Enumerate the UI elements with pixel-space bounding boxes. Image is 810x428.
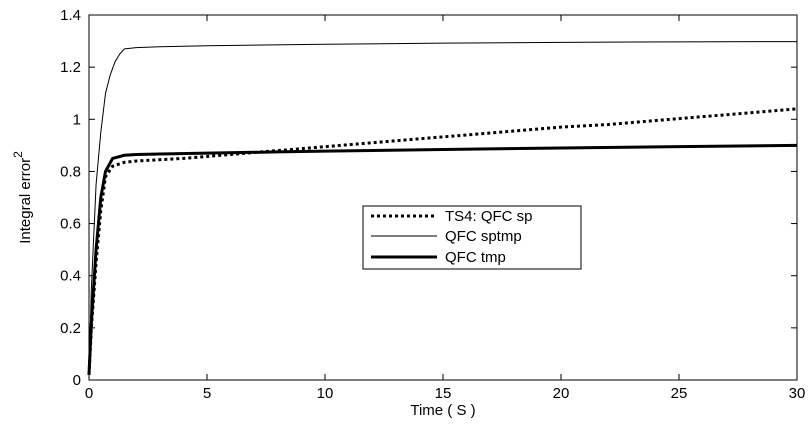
y-tick-label: 1: [73, 111, 81, 128]
y-axis-label-main: Integral error: [17, 158, 34, 244]
x-tick-label: 10: [317, 385, 334, 402]
y-tick-label: 0.8: [60, 163, 81, 180]
x-tick-label: 30: [789, 385, 806, 402]
legend-label-ts4-qfc-sp: TS4: QFC sp: [445, 208, 533, 225]
plot-frame: [89, 15, 797, 380]
legend-label-qfc-sptmp: QFC sptmp: [445, 228, 522, 245]
y-tick-label: 1.4: [60, 7, 81, 24]
y-axis-label-superscript: 2: [11, 151, 25, 158]
x-tick-label: 15: [435, 385, 452, 402]
y-tick-label: 0.2: [60, 320, 81, 337]
x-tick-label: 5: [203, 385, 211, 402]
x-tick-label: 0: [85, 385, 93, 402]
x-tick-label: 20: [553, 385, 570, 402]
y-axis-label: Integral error2: [11, 151, 34, 244]
x-tick-label: 25: [671, 385, 688, 402]
y-tick-label: 1.2: [60, 59, 81, 76]
y-tick-label: 0.6: [60, 216, 81, 233]
x-axis-label: Time ( S ): [410, 402, 475, 419]
y-tick-label: 0: [73, 372, 81, 389]
y-axis-label-group: Integral error2: [11, 151, 34, 244]
legend: TS4: QFC sp QFC sptmp QFC tmp: [363, 206, 581, 269]
y-tick-label: 0.4: [60, 268, 81, 285]
y-axis-ticks: 0 0.2 0.4 0.6 0.8 1 1.2 1.4: [60, 7, 797, 389]
legend-label-qfc-tmp: QFC tmp: [445, 249, 506, 266]
